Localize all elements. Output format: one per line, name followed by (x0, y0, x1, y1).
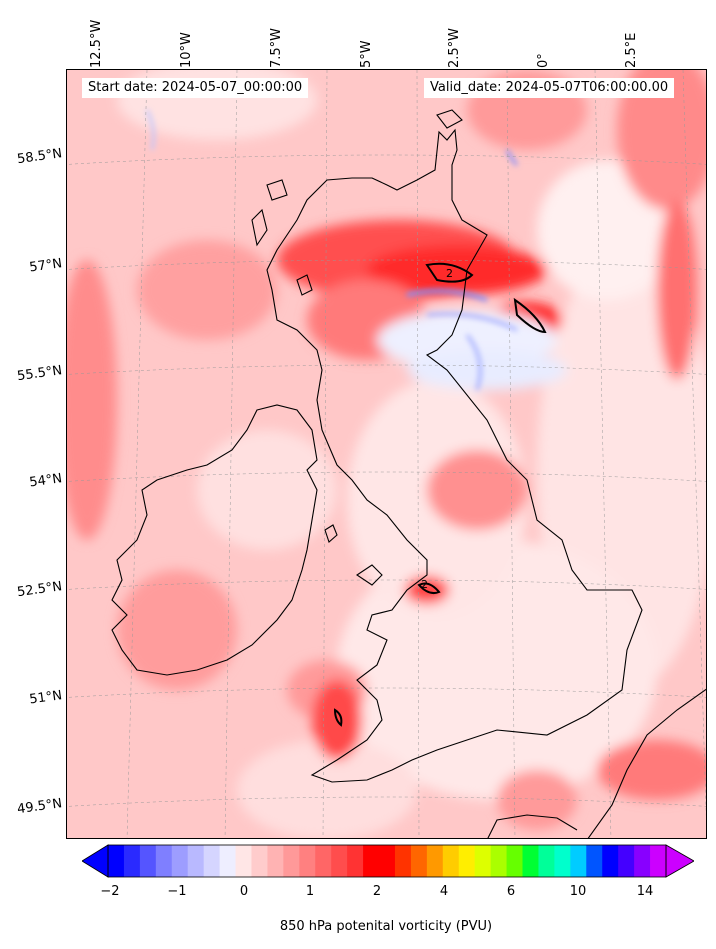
colorbar-tick: 0 (239, 884, 249, 899)
colorbar-cell (171, 845, 189, 877)
colorbar-cell (602, 845, 619, 877)
lon-label-7.5w: 7.5°W (269, 27, 284, 68)
colorbar-tick: 10 (569, 884, 587, 899)
valid-date-label: Valid_date: 2024-05-07T06:00:00.00 (424, 78, 675, 98)
colorbar-cell (299, 845, 316, 877)
colorbar-cell (108, 845, 125, 877)
colorbar-cell (267, 845, 284, 877)
lat-label-51n: 51°N (28, 688, 64, 708)
colorbar-tick: 14 (636, 884, 654, 899)
colorbar-tick: 1 (305, 884, 315, 899)
colorbar-cell (283, 845, 300, 877)
colorbar-cell (650, 845, 667, 877)
colorbar-max-extend (665, 844, 694, 878)
pv-contours (333, 262, 547, 727)
colorbar-cell (235, 845, 252, 877)
colorbar (82, 844, 694, 878)
colorbar-cell (538, 845, 555, 877)
lon-label-0: 0° (536, 53, 551, 68)
lat-label-54n: 54°N (28, 471, 64, 491)
lat-label-55.5n: 55.5°N (16, 363, 64, 385)
colorbar-cell (490, 845, 508, 877)
colorbar-outline (107, 844, 667, 878)
lon-label-12.5w: 12.5°W (89, 19, 104, 68)
colorbar-cell (123, 845, 141, 877)
colorbar-cell (410, 845, 428, 877)
colorbar-cell (426, 845, 444, 877)
map-panel[interactable]: 2 2 (66, 69, 707, 839)
pv-shading (67, 70, 706, 838)
colorbar-tick: 2 (372, 884, 382, 899)
lon-label-2.5e: 2.5°E (624, 32, 639, 68)
colorbar-cell (474, 845, 492, 877)
colorbar-cell (363, 845, 380, 877)
colorbar-cell (394, 845, 412, 877)
lon-label-2.5w: 2.5°W (447, 27, 462, 68)
colorbar-cell (522, 845, 539, 877)
colorbar-cell (203, 845, 221, 877)
pv-blue-streaks (145, 109, 519, 391)
colorbar-cell (139, 845, 157, 877)
colorbar-label: 850 hPa potenital vorticity (PVU) (279, 919, 493, 934)
lat-label-57n: 57°N (28, 256, 64, 276)
lat-label-52.5n: 52.5°N (16, 579, 64, 601)
colorbar-cell (379, 845, 396, 877)
lat-label-58.5n: 58.5°N (16, 146, 64, 168)
colorbar-cell (458, 845, 476, 877)
colorbar-cell (251, 845, 268, 877)
pv-field-map: 2 2 (67, 70, 706, 838)
colorbar-cell (570, 845, 587, 877)
colorbar-cell (618, 845, 635, 877)
colorbar-cell (187, 845, 205, 877)
colorbar-cell (554, 845, 571, 877)
lon-label-10w: 10°W (179, 32, 194, 68)
colorbar-cell (219, 845, 237, 877)
start-date-label: Start date: 2024-05-07_00:00:00 (82, 78, 309, 98)
lat-label-49.5n: 49.5°N (16, 796, 64, 818)
colorbar-tick: −1 (167, 884, 187, 899)
colorbar-cell (634, 845, 651, 877)
colorbar-cell (315, 845, 332, 877)
colorbar-cell (586, 845, 603, 877)
colorbar-cell (331, 845, 348, 877)
colorbar-cell (442, 845, 460, 877)
colorbar-tick: −2 (100, 884, 120, 899)
graticule (67, 70, 706, 838)
colorbar-cell (506, 845, 524, 877)
coastlines (111, 109, 706, 838)
contour-label: 2 (446, 267, 453, 280)
colorbar-cell (155, 845, 173, 877)
contour-label: 2 (421, 578, 428, 591)
colorbar-cell (347, 845, 364, 877)
colorbar-tick: 4 (439, 884, 449, 899)
colorbar-min-extend (82, 844, 109, 878)
lon-label-5w: 5°W (359, 40, 374, 68)
colorbar-tick: 6 (506, 884, 516, 899)
